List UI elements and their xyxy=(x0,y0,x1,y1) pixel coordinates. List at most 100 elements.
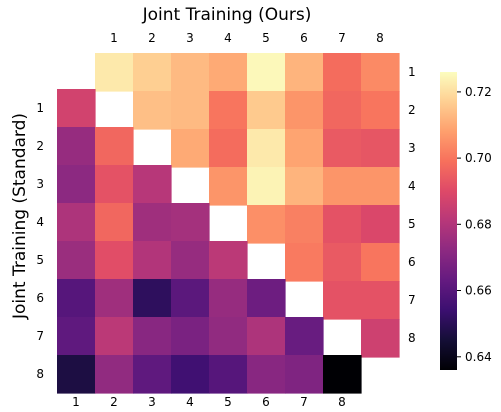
heatmap-cell-upper xyxy=(247,129,286,168)
y-axis-label: Joint Training (Standard) xyxy=(10,113,30,320)
colorbar-tick-label: 0.70 xyxy=(465,151,492,165)
heatmap-cell-lower xyxy=(95,203,134,242)
left-tick-labels: 1 2 3 4 5 6 7 8 xyxy=(36,101,44,381)
top-tick-label: 8 xyxy=(376,31,384,45)
heatmap-cell-lower xyxy=(57,203,96,242)
top-tick-label: 6 xyxy=(300,31,308,45)
heatmap-cell-lower xyxy=(285,317,324,356)
heatmap-cell-lower xyxy=(57,279,96,318)
left-tick-label: 5 xyxy=(36,253,44,267)
heatmap-cell-lower xyxy=(209,355,248,394)
left-tick-label: 6 xyxy=(36,291,44,305)
heatmap-cell-upper xyxy=(323,91,362,130)
heatmap-cell-upper xyxy=(209,129,248,168)
heatmap-cell-upper xyxy=(209,91,248,130)
colorbar-tick-label: 0.68 xyxy=(465,217,492,231)
heatmap-cell-upper xyxy=(361,205,400,244)
heatmap-cell-upper xyxy=(285,129,324,168)
bottom-tick-label: 7 xyxy=(300,395,308,409)
heatmap-cell-lower xyxy=(95,317,134,356)
heatmap-cell-lower xyxy=(209,279,248,318)
heatmap-cell-upper xyxy=(323,243,362,282)
heatmap-cell-upper xyxy=(323,53,362,92)
heatmap-cell-upper xyxy=(171,91,210,130)
top-tick-label: 7 xyxy=(338,31,346,45)
heatmap-cell-upper xyxy=(323,205,362,244)
heatmap-cell-lower xyxy=(57,89,96,128)
top-tick-labels: 1 2 3 4 5 6 7 8 xyxy=(110,31,384,45)
left-tick-label: 7 xyxy=(36,329,44,343)
top-tick-label: 3 xyxy=(186,31,194,45)
right-tick-label: 4 xyxy=(408,179,416,193)
right-tick-label: 2 xyxy=(408,103,416,117)
heatmap-cells xyxy=(57,53,400,394)
right-tick-label: 1 xyxy=(408,65,416,79)
colorbar-tick-label: 0.72 xyxy=(465,85,492,99)
bottom-tick-label: 6 xyxy=(262,395,270,409)
heatmap-cell-upper xyxy=(285,243,324,282)
top-tick-label: 4 xyxy=(224,31,232,45)
heatmap-cell-lower xyxy=(171,279,210,318)
heatmap-cell-lower xyxy=(209,241,248,280)
heatmap-cell-upper xyxy=(323,167,362,206)
heatmap-cell-upper xyxy=(133,53,172,92)
heatmap-cell-lower xyxy=(247,317,286,356)
heatmap-cell-lower xyxy=(57,127,96,166)
heatmap-cell-lower xyxy=(209,317,248,356)
left-tick-label: 4 xyxy=(36,215,44,229)
right-tick-label: 8 xyxy=(408,331,416,345)
heatmap-cell-lower xyxy=(95,241,134,280)
right-tick-label: 7 xyxy=(408,293,416,307)
right-tick-label: 6 xyxy=(408,255,416,269)
heatmap-cell-lower xyxy=(95,165,134,204)
chart-title: Joint Training (Ours) xyxy=(142,5,312,25)
left-tick-label: 1 xyxy=(36,101,44,115)
heatmap-cell-upper xyxy=(209,167,248,206)
left-tick-label: 2 xyxy=(36,139,44,153)
top-tick-label: 1 xyxy=(110,31,118,45)
heatmap-cell-lower xyxy=(247,355,286,394)
heatmap-cell-lower xyxy=(133,279,172,318)
heatmap-cell-upper xyxy=(285,167,324,206)
heatmap-cell-upper xyxy=(247,205,286,244)
heatmap-cell-upper xyxy=(323,129,362,168)
left-tick-label: 8 xyxy=(36,367,44,381)
heatmap-cell-lower xyxy=(171,317,210,356)
heatmap-cell-upper xyxy=(247,167,286,206)
top-tick-label: 2 xyxy=(148,31,156,45)
heatmap-cell-upper xyxy=(361,319,400,358)
heatmap-cell-upper xyxy=(247,91,286,130)
heatmap-cell-lower xyxy=(247,279,286,318)
top-tick-label: 5 xyxy=(262,31,270,45)
heatmap-cell-lower xyxy=(57,241,96,280)
heatmap-cell-upper xyxy=(361,167,400,206)
heatmap-cell-lower xyxy=(95,127,134,166)
heatmap-cell-upper xyxy=(95,53,134,92)
heatmap-cell-upper xyxy=(285,205,324,244)
heatmap-cell-lower xyxy=(95,279,134,318)
heatmap-cell-upper xyxy=(171,53,210,92)
right-tick-label: 5 xyxy=(408,217,416,231)
heatmap-cell-upper xyxy=(361,53,400,92)
heatmap-cell-lower xyxy=(133,317,172,356)
heatmap-cell-lower xyxy=(171,355,210,394)
heatmap-cell-lower xyxy=(95,355,134,394)
heatmap-cell-upper xyxy=(285,53,324,92)
heatmap-cell-lower xyxy=(57,165,96,204)
right-tick-label: 3 xyxy=(408,141,416,155)
heatmap-cell-lower xyxy=(285,355,324,394)
heatmap-cell-upper xyxy=(361,243,400,282)
heatmap-cell-lower xyxy=(133,203,172,242)
bottom-tick-label: 2 xyxy=(110,395,118,409)
colorbar-tick-label: 0.64 xyxy=(465,350,492,364)
right-tick-labels: 1 2 3 4 5 6 7 8 xyxy=(408,65,416,345)
heatmap-cell-lower xyxy=(171,203,210,242)
bottom-tick-label: 4 xyxy=(186,395,194,409)
colorbar-tick-label: 0.66 xyxy=(465,284,492,298)
heatmap-cell-upper xyxy=(285,91,324,130)
colorbar xyxy=(440,72,457,370)
heatmap-cell-upper xyxy=(361,281,400,320)
heatmap-cell-upper xyxy=(209,53,248,92)
heatmap-cell-upper xyxy=(323,281,362,320)
